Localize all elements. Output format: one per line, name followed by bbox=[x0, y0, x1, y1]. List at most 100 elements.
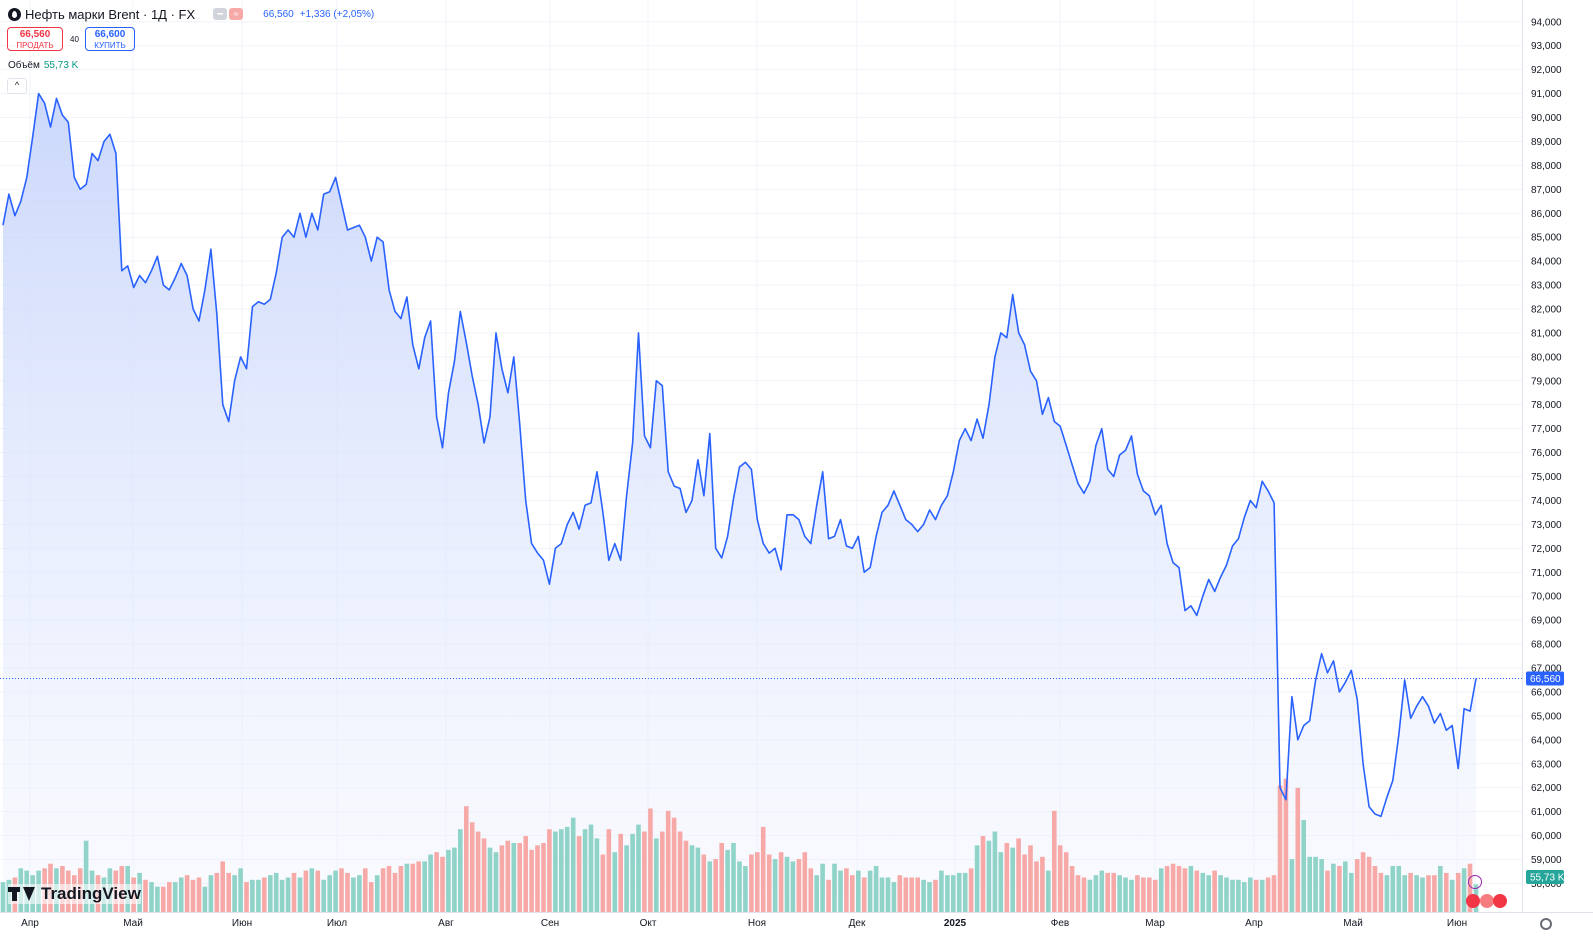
volume-bar bbox=[1028, 845, 1033, 912]
volume-bar bbox=[1426, 875, 1431, 912]
volume-bar bbox=[392, 872, 398, 912]
volume-bar bbox=[1147, 877, 1152, 912]
volume-bar bbox=[1283, 778, 1289, 912]
volume-bar bbox=[1307, 856, 1312, 912]
symbol-header[interactable]: Нефть марки Brent · 1Д · FX ━ ≈ 66,560 +… bbox=[8, 6, 374, 22]
price-area bbox=[3, 93, 1476, 913]
us-flag-icon-3[interactable] bbox=[1493, 894, 1507, 908]
volume-bar bbox=[861, 877, 867, 912]
volume-bar bbox=[665, 810, 671, 912]
volume-bar bbox=[772, 859, 778, 912]
volume-bar bbox=[1141, 877, 1146, 912]
lightning-icon[interactable] bbox=[1468, 875, 1482, 889]
volume-bar bbox=[1313, 856, 1318, 912]
volume-bar bbox=[1253, 879, 1259, 912]
volume-bar bbox=[927, 882, 932, 912]
volume-bar bbox=[250, 879, 255, 912]
y-tick-label: 83,000 bbox=[1531, 281, 1562, 292]
volume-bar bbox=[1224, 877, 1229, 912]
volume-bar bbox=[380, 868, 386, 912]
volume-bar bbox=[202, 886, 208, 912]
y-tick-label: 60,000 bbox=[1531, 831, 1562, 842]
volume-bar bbox=[1248, 877, 1253, 912]
volume-bar bbox=[178, 877, 184, 912]
volume-bar bbox=[945, 875, 950, 912]
volume-bar bbox=[850, 875, 855, 912]
volume-bar bbox=[1455, 872, 1461, 912]
tradingview-logo[interactable]: TradingView bbox=[8, 884, 141, 904]
volume-bar bbox=[998, 852, 1004, 912]
volume-bar bbox=[642, 831, 647, 912]
volume-bar bbox=[1010, 847, 1015, 912]
volume-bar bbox=[1158, 868, 1164, 912]
buy-label: КУПИТЬ bbox=[94, 41, 126, 50]
volume-bar bbox=[1218, 875, 1223, 912]
volume-bar bbox=[1135, 875, 1140, 912]
last-price-box bbox=[1526, 671, 1564, 686]
volume-bar bbox=[951, 875, 956, 912]
volume-bar bbox=[1277, 785, 1283, 912]
volume-bar bbox=[297, 877, 303, 912]
volume-bar bbox=[1438, 866, 1443, 912]
y-tick-label: 62,000 bbox=[1531, 783, 1562, 794]
volume-bar bbox=[475, 831, 481, 912]
volume-bar bbox=[1117, 875, 1122, 912]
volume-bar bbox=[885, 877, 891, 912]
volume-bar bbox=[695, 847, 701, 912]
settings-gear-icon[interactable] bbox=[1540, 918, 1552, 930]
x-tick-label: Авг bbox=[438, 918, 454, 929]
volume-bar bbox=[279, 879, 285, 912]
volume-bar bbox=[262, 877, 267, 912]
volume-bar bbox=[778, 852, 784, 912]
volume-bar bbox=[547, 829, 552, 912]
volume-bar bbox=[755, 852, 760, 912]
buy-button[interactable]: 66,600 КУПИТЬ bbox=[85, 27, 135, 51]
volume-bar bbox=[268, 875, 273, 912]
y-tick-label: 70,000 bbox=[1531, 592, 1562, 603]
volume-bar bbox=[553, 831, 558, 912]
volume-bar bbox=[856, 870, 861, 912]
y-tick-label: 59,000 bbox=[1531, 855, 1562, 866]
volume-bar bbox=[760, 826, 766, 912]
x-tick-label: Ноя bbox=[748, 918, 766, 929]
volume-bar bbox=[689, 845, 695, 912]
spread-value: 40 bbox=[70, 35, 79, 44]
us-flag-icon[interactable] bbox=[1466, 894, 1480, 908]
volume-bar bbox=[149, 882, 154, 912]
volume-bar bbox=[594, 838, 600, 912]
volume-bar bbox=[802, 852, 808, 912]
volume-bar bbox=[363, 868, 368, 912]
volume-bar bbox=[1372, 866, 1378, 912]
volume-bar bbox=[416, 861, 421, 912]
volume-bar bbox=[1040, 856, 1045, 912]
volume-bar bbox=[1057, 845, 1063, 912]
volume-bar bbox=[980, 836, 986, 912]
volume-bar bbox=[766, 854, 772, 912]
volume-legend[interactable]: Объём 55,73 K bbox=[8, 60, 78, 71]
last-volume-tag: 55,73 K bbox=[1526, 870, 1565, 884]
volume-bar bbox=[309, 868, 315, 912]
volume-bar bbox=[1236, 879, 1241, 912]
volume-bar bbox=[1170, 863, 1176, 912]
volume-bar bbox=[184, 875, 190, 912]
volume-bar bbox=[974, 845, 980, 912]
volume-bar bbox=[499, 845, 505, 912]
volume-bar bbox=[464, 806, 469, 912]
collapse-legend-button[interactable]: ^ bbox=[7, 78, 27, 94]
symbol-title[interactable]: Нефть марки Brent · 1Д · FX bbox=[25, 6, 196, 22]
y-tick-label: 77,000 bbox=[1531, 424, 1562, 435]
volume-bar bbox=[285, 877, 291, 912]
sell-button[interactable]: 66,560 ПРОДАТЬ bbox=[7, 27, 63, 51]
x-tick-label: Май bbox=[1343, 918, 1363, 929]
volume-bar bbox=[1046, 870, 1051, 912]
volume-bar bbox=[701, 854, 707, 912]
volume-bar bbox=[452, 847, 457, 912]
volume-bar bbox=[1188, 866, 1194, 912]
volume-bar bbox=[196, 877, 202, 912]
volume-bar bbox=[707, 861, 713, 912]
volume-bar bbox=[1099, 870, 1105, 912]
volume-bar bbox=[220, 861, 225, 912]
volume-bar bbox=[428, 854, 433, 912]
us-flag-icon-2[interactable] bbox=[1480, 894, 1494, 908]
